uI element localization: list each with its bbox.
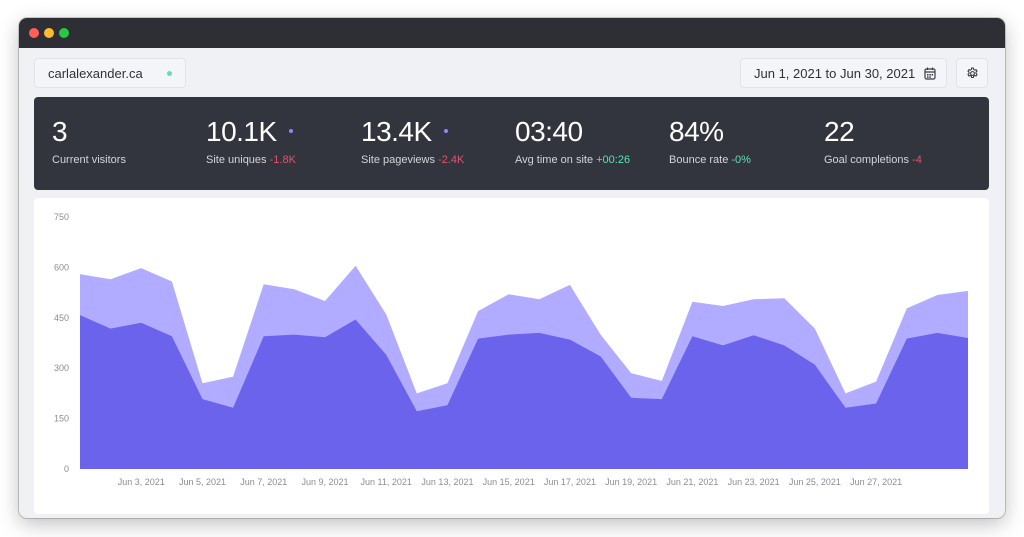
y-tick-label: 0 (64, 464, 69, 474)
x-tick-label: Jun 15, 2021 (483, 477, 535, 487)
y-tick-label: 300 (54, 363, 69, 373)
stat-label: Site pageviews (361, 154, 435, 166)
y-tick-label: 150 (54, 414, 69, 424)
date-range-picker[interactable]: Jun 1, 2021 to Jun 30, 2021 (740, 58, 947, 88)
y-tick-label: 750 (54, 212, 69, 222)
x-tick-label: Jun 13, 2021 (421, 477, 473, 487)
site-name: carlalexander.ca (48, 65, 143, 81)
traffic-area-chart[interactable]: 0 150 300 450 600 750 Jun 3, 2021 Jun 5, 2021 Ju… (34, 198, 989, 514)
stat-value: 84% (669, 116, 724, 147)
date-range-label: Jun 1, 2021 to Jun 30, 2021 (754, 65, 916, 81)
x-tick-label: Jun 3, 2021 (118, 477, 165, 487)
stats-panel: 3 Current visitors 10.1K Site uniques -1… (34, 97, 989, 190)
stat-delta: -4 (912, 154, 922, 166)
stat-label: Site uniques (206, 154, 267, 166)
stat-goal-completions[interactable]: 22 Goal completions -4 (824, 115, 922, 167)
series-color-dot (443, 128, 448, 133)
calendar-icon (924, 67, 936, 83)
close-window-button[interactable] (29, 28, 39, 38)
x-tick-label: Jun 25, 2021 (789, 477, 841, 487)
stat-value: 3 (52, 116, 68, 147)
series-color-dot (288, 128, 293, 133)
stat-delta: -0% (731, 154, 751, 166)
stat-delta: -1.8K (269, 154, 296, 166)
site-selector[interactable]: carlalexander.ca (34, 58, 186, 88)
stat-site-uniques[interactable]: 10.1K Site uniques -1.8K (206, 115, 296, 167)
chart-panel: 0 150 300 450 600 750 Jun 3, 2021 Jun 5, 2021 Ju… (34, 198, 989, 514)
stat-avg-time[interactable]: 03:40 Avg time on site +00:26 (515, 115, 630, 167)
x-tick-label: Jun 19, 2021 (605, 477, 657, 487)
zoom-window-button[interactable] (59, 28, 69, 38)
app-window: carlalexander.ca Jun 1, 2021 to Jun 30, … (19, 18, 1005, 518)
x-tick-label: Jun 9, 2021 (301, 477, 348, 487)
x-tick-label: Jun 5, 2021 (179, 477, 226, 487)
stat-label: Goal completions (824, 154, 909, 166)
stat-value: 22 (824, 116, 855, 147)
title-bar (19, 18, 1005, 48)
x-tick-label: Jun 17, 2021 (544, 477, 596, 487)
x-tick-label: Jun 7, 2021 (240, 477, 287, 487)
stat-delta: +00:26 (596, 154, 631, 166)
y-tick-label: 600 (54, 262, 69, 272)
minimize-window-button[interactable] (44, 28, 54, 38)
stat-value: 13.4K (361, 116, 432, 147)
live-status-dot (167, 71, 172, 76)
settings-button[interactable] (956, 58, 988, 88)
stat-value: 03:40 (515, 116, 583, 147)
stat-label: Avg time on site (515, 154, 594, 166)
y-tick-label: 450 (54, 313, 69, 323)
x-tick-label: Jun 27, 2021 (850, 477, 902, 487)
stat-site-pageviews[interactable]: 13.4K Site pageviews -2.4K (361, 115, 464, 167)
stat-value: 10.1K (206, 116, 277, 147)
stat-current-visitors[interactable]: 3 Current visitors (52, 115, 126, 167)
gear-icon (967, 67, 978, 79)
stat-label: Current visitors (52, 154, 126, 166)
stat-delta: -2.4K (438, 154, 465, 166)
stat-label: Bounce rate (669, 154, 729, 166)
x-tick-label: Jun 23, 2021 (728, 477, 780, 487)
x-tick-label: Jun 21, 2021 (666, 477, 718, 487)
x-tick-label: Jun 11, 2021 (361, 477, 412, 487)
uniques-area[interactable] (80, 315, 968, 469)
stat-bounce-rate[interactable]: 84% Bounce rate -0% (669, 115, 751, 167)
